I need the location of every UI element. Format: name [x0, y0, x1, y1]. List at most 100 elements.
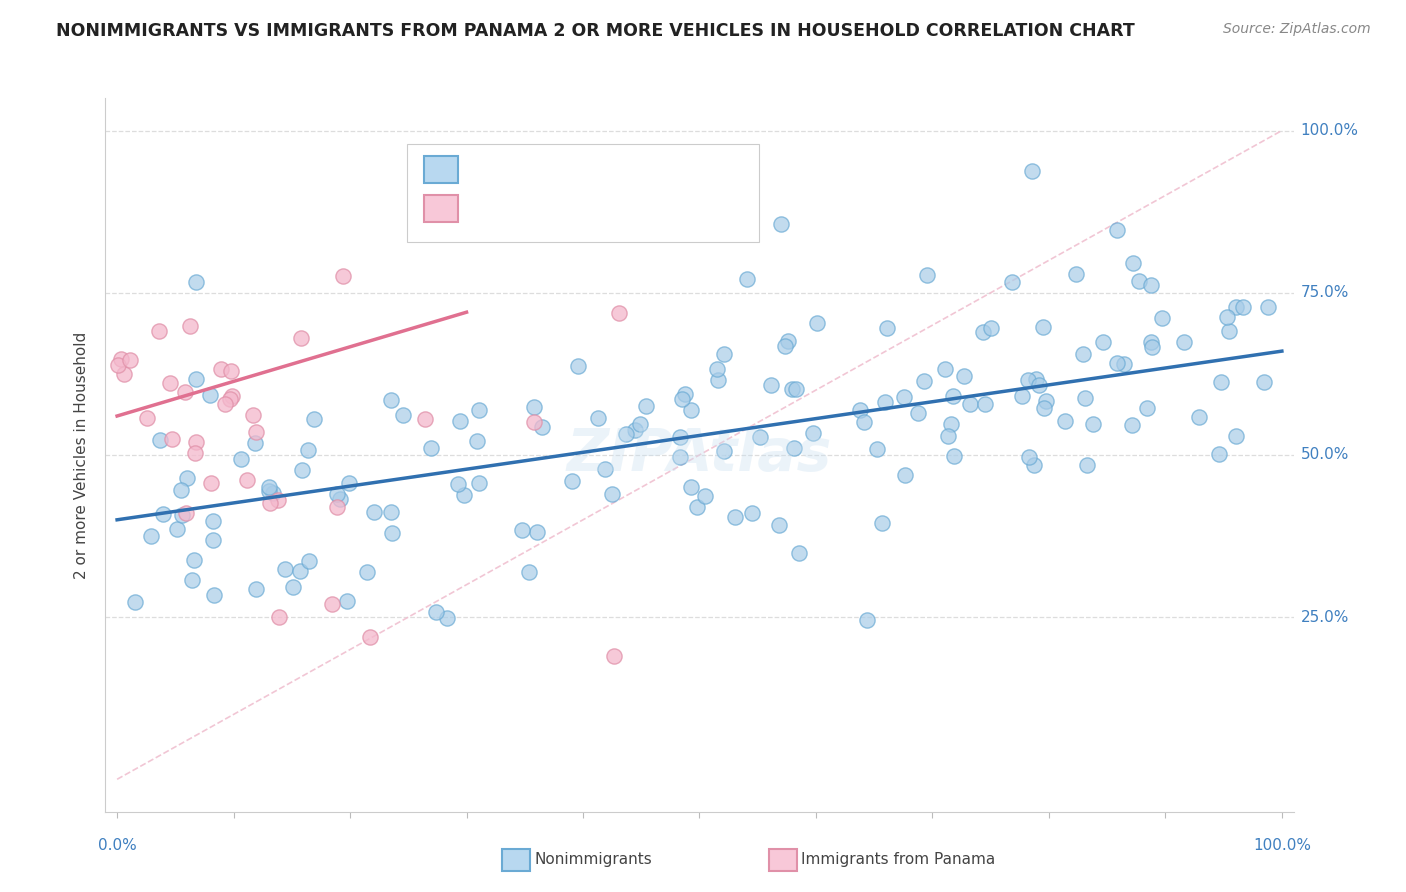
Point [290, 331, 312, 345]
Point [453, 488, 475, 502]
Text: Source: ZipAtlas.com: Source: ZipAtlas.com [1223, 22, 1371, 37]
Point [870, 516, 893, 531]
Point [748, 430, 770, 444]
Point [180, 573, 202, 587]
Point [1225, 300, 1247, 314]
Point [776, 334, 799, 348]
Point [149, 433, 172, 447]
Point [616, 427, 638, 442]
Point [1211, 375, 1233, 389]
Point [1054, 414, 1077, 428]
Point [200, 387, 222, 401]
Point [939, 417, 962, 431]
Point [517, 565, 540, 579]
Point [321, 597, 343, 611]
Point [1112, 357, 1135, 371]
Point [202, 588, 225, 602]
Point [724, 510, 747, 524]
Point [326, 500, 349, 514]
Point [806, 316, 828, 330]
Point [242, 408, 264, 422]
Point [273, 562, 295, 576]
Point [686, 500, 709, 515]
Point [873, 395, 896, 409]
Point [523, 415, 546, 429]
Point [257, 480, 280, 494]
Point [1021, 163, 1043, 178]
Point [1140, 340, 1163, 354]
Point [593, 462, 616, 476]
Text: Immigrants from Panama: Immigrants from Panama [801, 853, 995, 867]
Point [866, 442, 889, 457]
Point [609, 306, 631, 320]
Point [1022, 458, 1045, 472]
Point [1071, 347, 1094, 361]
Point [1083, 417, 1105, 431]
Point [980, 321, 1002, 335]
Point [219, 392, 242, 407]
Point [380, 505, 402, 519]
Point [174, 384, 197, 399]
Point [741, 506, 763, 520]
Point [934, 362, 956, 376]
Point [782, 441, 804, 455]
Point [681, 480, 703, 494]
Point [602, 487, 624, 501]
Point [768, 518, 790, 533]
Text: 35: 35 [609, 199, 633, 217]
Point [186, 275, 208, 289]
Point [257, 483, 280, 498]
Point [302, 412, 325, 426]
Point [298, 554, 321, 568]
Point [706, 373, 728, 387]
Point [174, 506, 197, 520]
Point [297, 442, 319, 457]
Point [1218, 324, 1240, 338]
Point [894, 467, 917, 482]
Point [107, 358, 129, 372]
Point [236, 473, 259, 487]
Point [915, 268, 938, 282]
Point [1253, 375, 1275, 389]
Point [148, 324, 170, 338]
Point [1225, 429, 1247, 443]
Point [259, 496, 281, 510]
Point [706, 362, 728, 376]
Point [1107, 356, 1129, 370]
Point [135, 410, 157, 425]
Point [787, 546, 810, 560]
Point [769, 217, 792, 231]
Point [110, 352, 132, 367]
Point [436, 611, 458, 625]
Point [152, 507, 174, 521]
Point [893, 390, 915, 404]
Point [936, 429, 959, 443]
Point [415, 412, 437, 426]
Point [1136, 401, 1159, 415]
Point [124, 595, 146, 609]
Point [290, 564, 312, 578]
Point [523, 400, 546, 414]
Point [876, 321, 898, 335]
Point [735, 272, 758, 286]
Point [159, 376, 181, 390]
Point [681, 403, 703, 417]
Point [336, 594, 359, 608]
Point [166, 522, 188, 536]
Point [356, 565, 378, 579]
Point [267, 610, 290, 624]
Point [510, 523, 533, 537]
Text: 151: 151 [609, 159, 645, 177]
Point [120, 353, 142, 368]
Point [162, 432, 184, 446]
Point [801, 426, 824, 441]
Text: N =: N = [560, 199, 610, 217]
Point [221, 389, 243, 403]
Text: 0.488: 0.488 [503, 159, 560, 177]
Point [668, 450, 690, 465]
Text: NONIMMIGRANTS VS IMMIGRANTS FROM PANAMA 2 OR MORE VEHICLES IN HOUSEHOLD CORRELAT: NONIMMIGRANTS VS IMMIGRANTS FROM PANAMA … [56, 22, 1135, 40]
Point [785, 382, 807, 396]
Point [628, 417, 651, 431]
Point [262, 486, 284, 500]
Point [1173, 334, 1195, 349]
